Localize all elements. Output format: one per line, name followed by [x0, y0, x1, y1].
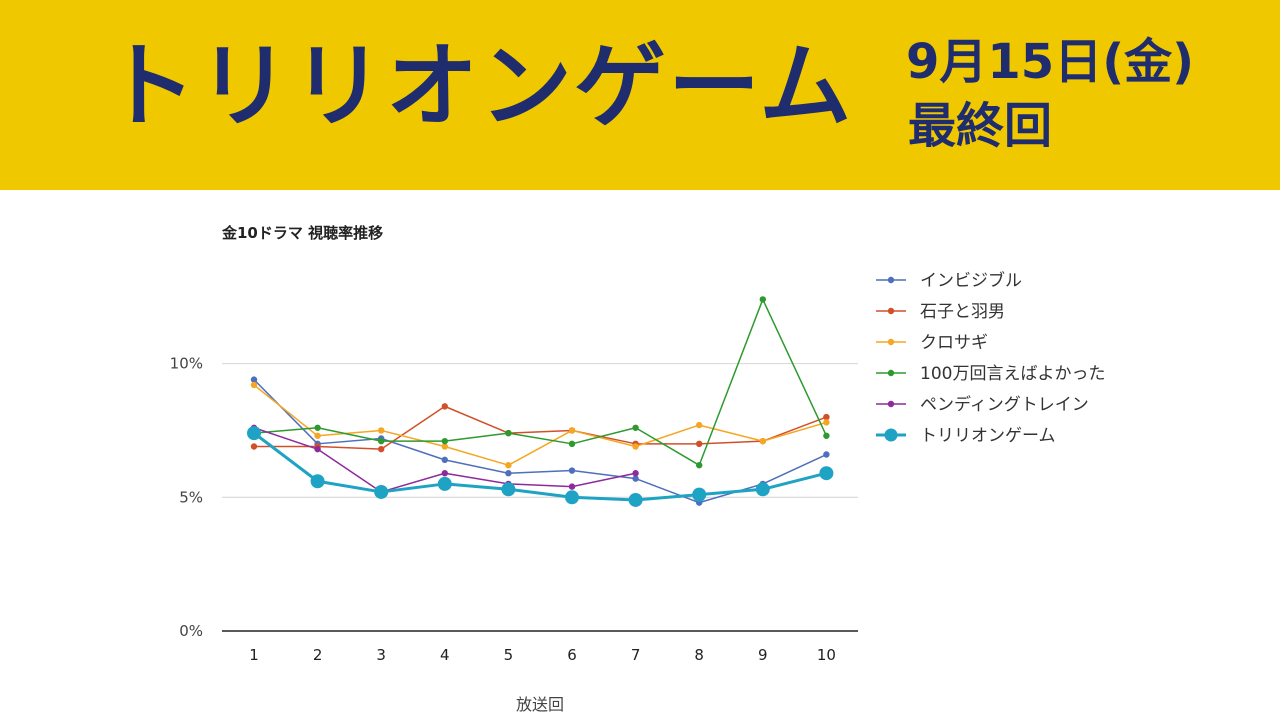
- series-トリリオンゲーム: [247, 426, 834, 507]
- data-point: [505, 470, 512, 477]
- y-tick-label: 5%: [179, 488, 203, 506]
- data-point: [568, 467, 576, 474]
- data-point: [568, 427, 576, 434]
- data-point: [755, 482, 770, 497]
- legend-swatch-marker: [884, 428, 898, 442]
- data-point: [441, 443, 448, 450]
- data-point: [378, 427, 385, 434]
- data-point: [441, 403, 448, 410]
- legend-swatch-marker: [887, 369, 895, 377]
- series-line: [253, 431, 827, 502]
- data-point: [823, 451, 830, 458]
- y-tick-label: 0%: [179, 622, 203, 640]
- ratings-line-chart: 金10ドラマ 視聴率推移 0% 5% 10% 1 2 3 4 5 6 7 8 9 10 放送回 インビ…: [170, 224, 1106, 714]
- data-point: [441, 470, 448, 477]
- data-point: [250, 376, 258, 383]
- data-point: [505, 429, 512, 437]
- legend-entry: ペンディングトレイン: [920, 394, 1089, 415]
- data-point: [759, 296, 766, 303]
- series-クロサギ: [250, 381, 830, 469]
- data-point: [441, 437, 448, 445]
- series-line: [254, 405, 827, 450]
- data-point: [696, 440, 703, 448]
- x-tick-label: 7: [631, 646, 641, 664]
- series-line: [253, 384, 827, 466]
- data-point: [823, 413, 830, 421]
- final-episode-label: 最終回: [908, 98, 1053, 154]
- x-tick-label: 5: [504, 646, 514, 664]
- drama-title: トリリオンゲーム: [104, 33, 854, 140]
- data-point: [250, 443, 258, 450]
- data-point: [632, 443, 639, 450]
- series-100万回言えばよかった: [250, 296, 830, 469]
- data-point: [250, 381, 258, 389]
- data-point: [374, 484, 389, 499]
- x-axis-label: 放送回: [516, 695, 564, 714]
- x-tick-label: 4: [440, 646, 450, 664]
- x-tick-label: 8: [694, 646, 704, 664]
- data-point: [819, 466, 834, 481]
- data-point: [437, 476, 452, 491]
- data-point: [628, 492, 643, 507]
- series-インビジブル: [250, 376, 830, 506]
- legend-swatch-marker: [887, 276, 895, 284]
- legend-entry: トリリオンゲーム: [920, 426, 1056, 446]
- data-point: [759, 437, 766, 445]
- data-point: [823, 419, 830, 426]
- series-石子と羽男: [250, 403, 830, 453]
- legend-entry: クロサギ: [920, 333, 988, 353]
- data-point: [247, 426, 261, 441]
- data-point: [696, 462, 703, 469]
- legend-swatch-marker: [887, 338, 895, 346]
- data-point: [692, 487, 707, 502]
- series-line: [253, 298, 828, 466]
- data-point: [696, 421, 703, 429]
- data-point: [568, 440, 576, 448]
- x-tick-label: 9: [758, 646, 768, 664]
- data-point: [501, 482, 516, 497]
- legend-entry: インビジブル: [920, 270, 1022, 291]
- x-tick-label: 6: [567, 646, 577, 664]
- legend-swatch-marker: [887, 307, 895, 315]
- data-point: [632, 424, 639, 431]
- header-banner: トリリオンゲーム 9月15日(金) 最終回: [0, 0, 1280, 190]
- data-point: [314, 445, 321, 453]
- data-point: [568, 483, 576, 490]
- x-tick-label: 2: [313, 646, 323, 664]
- x-tick-label: 10: [817, 646, 836, 664]
- x-tick-label: 1: [249, 646, 259, 664]
- legend-entry: 100万回言えばよかった: [920, 364, 1105, 384]
- data-point: [505, 462, 512, 469]
- data-point: [441, 456, 448, 464]
- data-point: [632, 470, 639, 477]
- legend-entry: 石子と羽男: [920, 302, 1005, 322]
- legend-swatch-marker: [887, 400, 895, 408]
- data-point: [632, 475, 639, 482]
- broadcast-date: 9月15日(金): [906, 34, 1195, 90]
- data-point: [378, 445, 385, 453]
- y-tick-label: 10%: [170, 355, 203, 373]
- data-point: [310, 474, 325, 489]
- data-point: [823, 432, 830, 439]
- chart-title: 金10ドラマ 視聴率推移: [221, 224, 383, 242]
- data-point: [314, 432, 321, 439]
- data-point: [565, 490, 579, 505]
- data-point: [314, 424, 321, 431]
- data-point: [378, 437, 385, 445]
- x-tick-label: 3: [376, 646, 386, 664]
